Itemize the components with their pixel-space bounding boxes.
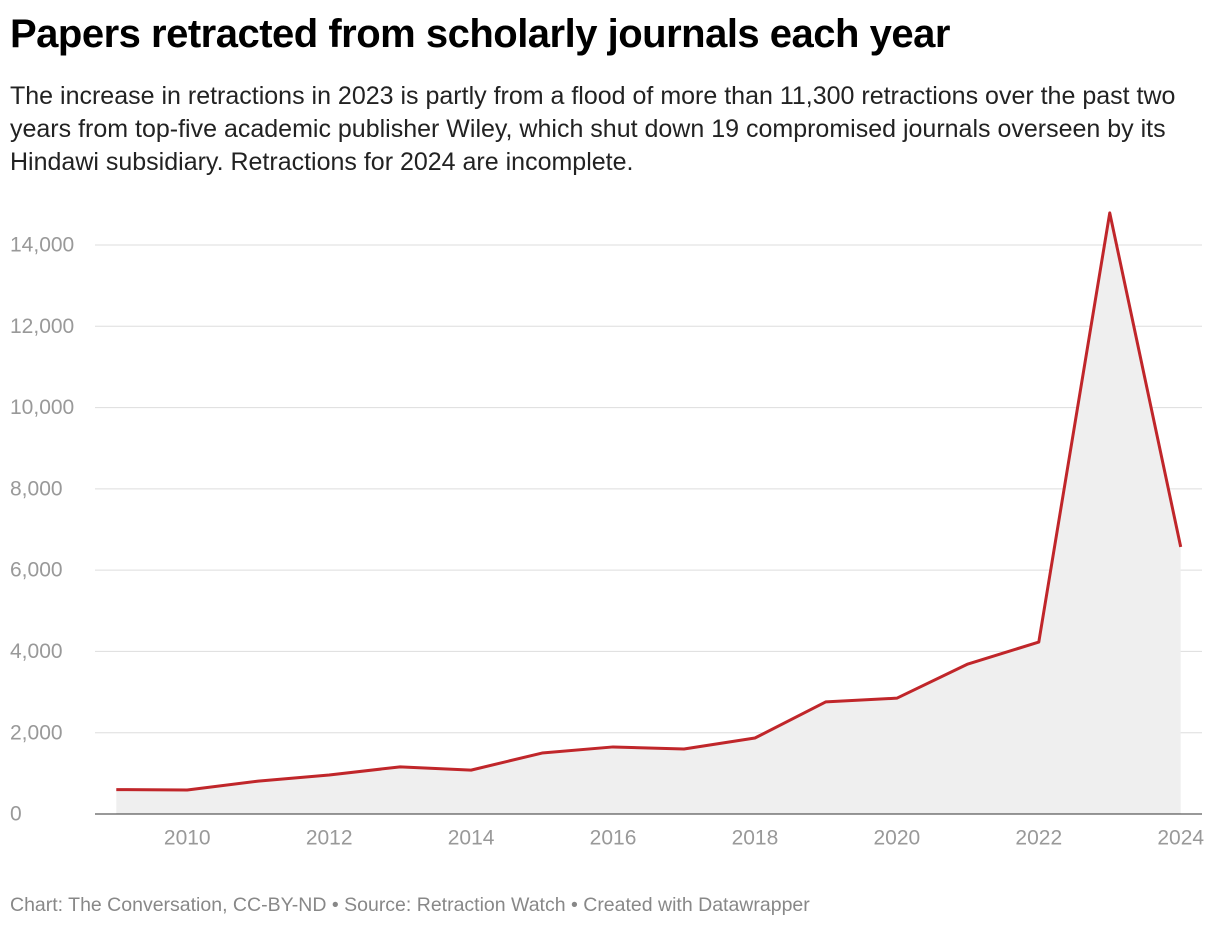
chart: 0 2,000 4,000 6,000 8,000 10,000 12,000 14,000 2… xyxy=(10,211,1204,850)
chart-footer: Chart: The Conversation, CC-BY-ND • Sour… xyxy=(10,894,810,916)
x-tick-label: 2020 xyxy=(874,827,921,850)
x-tick-label: 2016 xyxy=(590,827,637,850)
x-tick-label: 2012 xyxy=(306,827,353,850)
x-tick-label: 2018 xyxy=(732,827,779,850)
x-tick-label: 2024 xyxy=(1157,827,1204,850)
chart-title: Papers retracted from scholarly journals… xyxy=(10,12,950,56)
y-tick-label: 8,000 xyxy=(10,477,63,500)
y-tick-label: 0 xyxy=(10,803,22,826)
y-tick-label: 2,000 xyxy=(10,721,63,744)
y-tick-label: 14,000 xyxy=(10,234,74,257)
x-tick-label: 2010 xyxy=(164,827,211,850)
y-tick-label: 12,000 xyxy=(10,315,74,338)
x-tick-label: 2022 xyxy=(1015,827,1062,850)
area xyxy=(116,212,1181,814)
y-tick-label: 10,000 xyxy=(10,396,74,419)
y-tick-label: 6,000 xyxy=(10,559,63,582)
chart-subtitle: The increase in retractions in 2023 is p… xyxy=(10,82,1176,176)
y-tick-label: 4,000 xyxy=(10,640,63,663)
x-tick-label: 2014 xyxy=(448,827,495,850)
line xyxy=(116,211,1183,792)
